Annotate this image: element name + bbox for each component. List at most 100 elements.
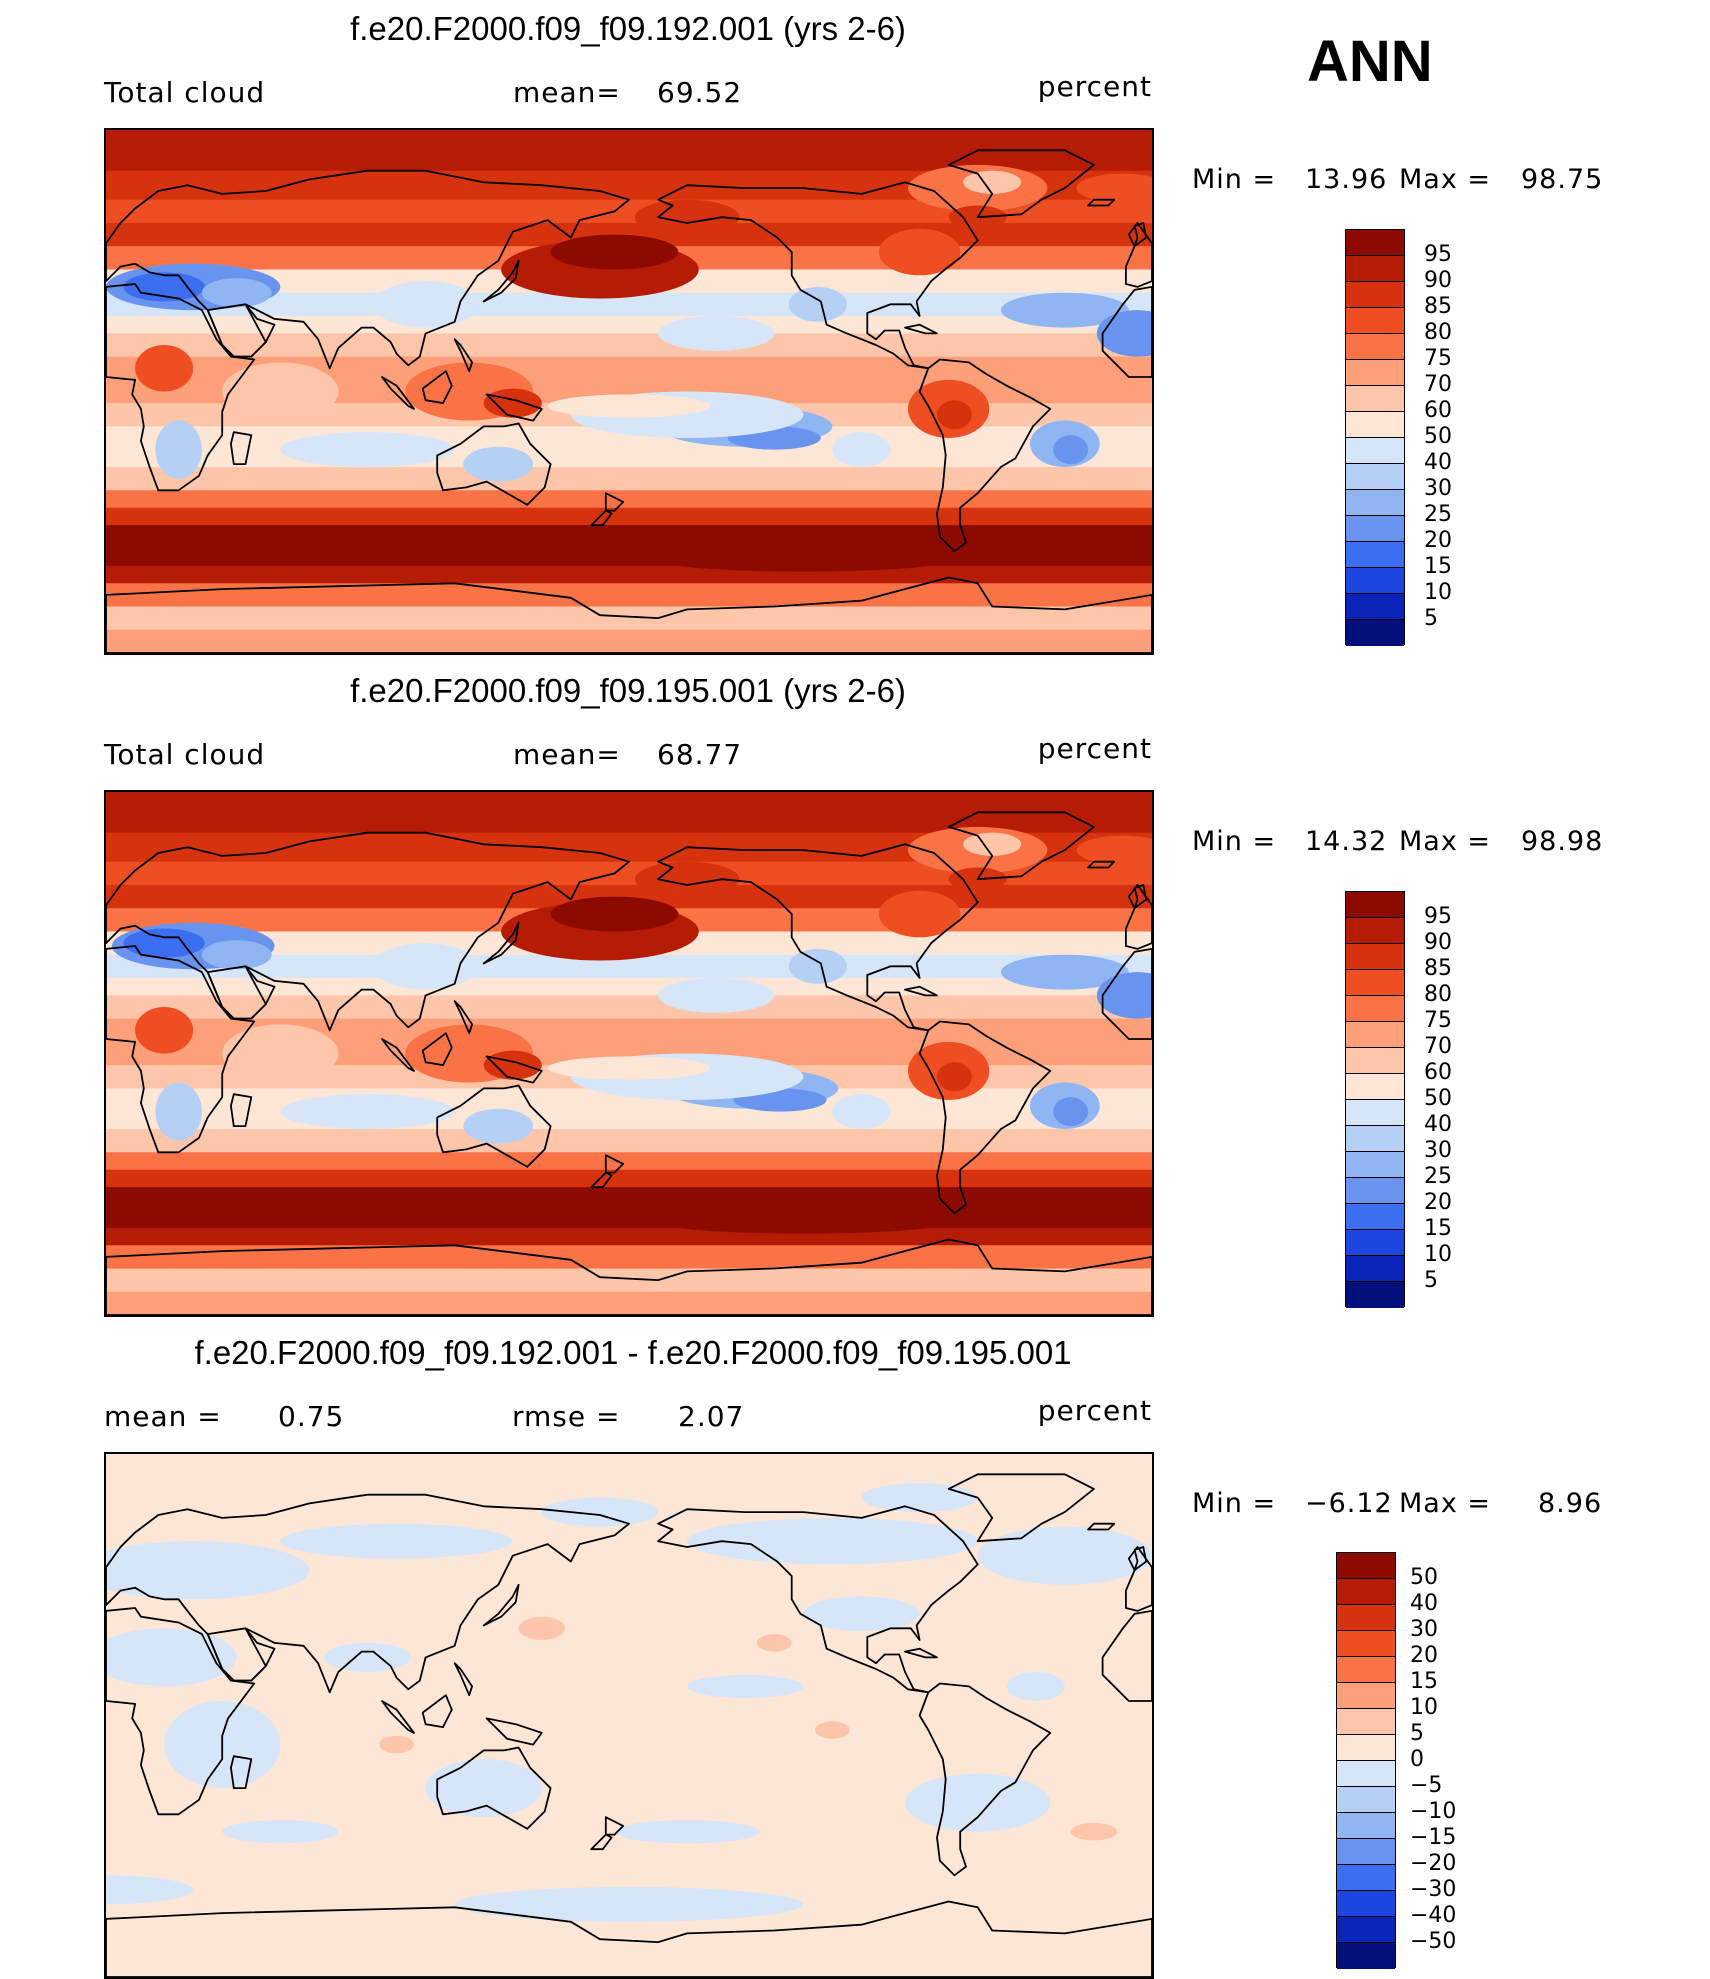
colorbar-swatch — [1346, 892, 1404, 918]
coastline — [485, 393, 543, 422]
colorbar-swatch — [1337, 1917, 1395, 1943]
colorbar-swatch — [1346, 1256, 1404, 1282]
field-contour — [1000, 292, 1129, 328]
colorbar-tick-label: −30 — [1410, 1877, 1457, 1902]
colorbar-swatch — [1337, 1839, 1395, 1865]
colorbar-tick-label: 40 — [1410, 1591, 1438, 1616]
colorbar-tick-label: −40 — [1410, 1903, 1457, 1928]
panel-3-mean-value: 0.75 — [278, 1400, 345, 1433]
coastline — [947, 811, 1095, 881]
colorbar-tick-label: 20 — [1424, 528, 1452, 553]
coastline — [453, 1000, 473, 1035]
field-contour — [547, 1056, 711, 1080]
panel-2-map-svg — [106, 792, 1152, 1315]
field-contour — [658, 548, 949, 572]
colorbar-tick-label: 80 — [1424, 320, 1452, 345]
colorbar-swatch — [1346, 1152, 1404, 1178]
colorbar-tick-label: −20 — [1410, 1851, 1457, 1876]
field-band — [106, 954, 1152, 979]
field-contour — [1053, 435, 1089, 465]
colorbar-swatch — [1346, 360, 1404, 386]
panel-1-min-value: 13.96 — [1305, 164, 1388, 195]
coastlines — [106, 1473, 1152, 1977]
panel-1-min-label: Min = — [1192, 164, 1277, 195]
coastline — [106, 1493, 630, 1694]
field-layer — [106, 130, 1152, 653]
field-contour — [541, 1497, 659, 1527]
colorbar-tick-label: 75 — [1424, 1008, 1452, 1033]
coastline — [1087, 860, 1116, 869]
panel-3-max-label: Max = — [1399, 1488, 1492, 1519]
field-band — [106, 995, 1152, 1020]
field-contour — [155, 1082, 202, 1141]
colorbar-tick-label: 5 — [1424, 1268, 1438, 1293]
field-contour — [977, 1526, 1152, 1585]
colorbar-swatch — [1337, 1787, 1395, 1813]
panel-3-mean-label: mean = — [104, 1400, 222, 1433]
coastline — [904, 985, 938, 997]
field-contour — [425, 1759, 542, 1818]
colorbar-swatch — [1346, 1022, 1404, 1048]
coastline — [947, 1473, 1095, 1543]
panel-3-title: f.e20.F2000.f09_f09.192.001 - f.e20.F200… — [194, 1334, 1072, 1371]
field-contour — [861, 1483, 978, 1513]
coastline — [1087, 1522, 1116, 1531]
field-contour — [518, 1616, 566, 1640]
field-band — [106, 449, 1152, 468]
colorbar-tick-label: 60 — [1424, 1060, 1452, 1085]
field-contour — [123, 272, 205, 302]
colorbar-tick-label: 95 — [1424, 904, 1452, 929]
colorbar-tick-label: 75 — [1424, 346, 1452, 371]
panel-3-units: percent — [1037, 1394, 1152, 1427]
field-contour — [832, 1094, 891, 1130]
colorbar-tick-label: 0 — [1410, 1747, 1424, 1772]
field-contour — [106, 1201, 339, 1225]
panel-2-max-value: 98.98 — [1521, 826, 1604, 857]
coastline — [482, 259, 520, 303]
colorbar-swatch — [1346, 412, 1404, 438]
field-contour — [106, 1541, 310, 1600]
coastline — [918, 1682, 1052, 1877]
coastline — [947, 149, 1095, 219]
field-contour — [135, 1007, 194, 1054]
field-band — [106, 1268, 1152, 1293]
colorbar-tick-label: 10 — [1424, 1242, 1452, 1267]
field-contour — [106, 539, 339, 563]
season-label: ANN — [1307, 29, 1433, 94]
colorbar-swatch — [1337, 1709, 1395, 1735]
coastline — [230, 1093, 253, 1127]
panel-2-colorbar — [1345, 891, 1405, 1308]
coastline — [381, 1038, 415, 1072]
field-contour — [280, 432, 455, 468]
coastline — [918, 1020, 1052, 1215]
field-contour — [323, 1642, 412, 1672]
colorbar-tick-label: 25 — [1424, 502, 1452, 527]
colorbar-swatch — [1337, 1579, 1395, 1605]
colorbar-swatch — [1346, 1282, 1404, 1308]
panel-1-units: percent — [1037, 70, 1152, 103]
coastline — [453, 1662, 473, 1697]
coastline — [485, 1055, 543, 1084]
field-band — [106, 1152, 1152, 1171]
field-contour — [936, 400, 972, 430]
coastline — [436, 1084, 552, 1168]
panel-2-min-value: 14.32 — [1305, 826, 1388, 857]
field-band — [106, 507, 1152, 526]
field-contour — [803, 1596, 920, 1632]
colorbar-swatch — [1346, 970, 1404, 996]
coastline — [482, 921, 520, 965]
colorbar-tick-label: 30 — [1410, 1617, 1438, 1642]
panel-1-mean-value: 69.52 — [657, 76, 743, 109]
field-contour — [106, 1875, 194, 1905]
colorbar-tick-label: 20 — [1424, 1190, 1452, 1215]
colorbar-swatch — [1346, 308, 1404, 334]
colorbar-tick-label: −50 — [1410, 1929, 1457, 1954]
coastline — [206, 303, 276, 358]
colorbar-tick-label: 10 — [1410, 1695, 1438, 1720]
colorbar-tick-label: 15 — [1424, 554, 1452, 579]
colorbar-tick-label: 20 — [1410, 1643, 1438, 1668]
colorbar-tick-label: −5 — [1410, 1773, 1443, 1798]
coastlines — [106, 811, 1152, 1315]
colorbar-tick-label: 90 — [1424, 930, 1452, 955]
field-contour — [1070, 1823, 1118, 1841]
